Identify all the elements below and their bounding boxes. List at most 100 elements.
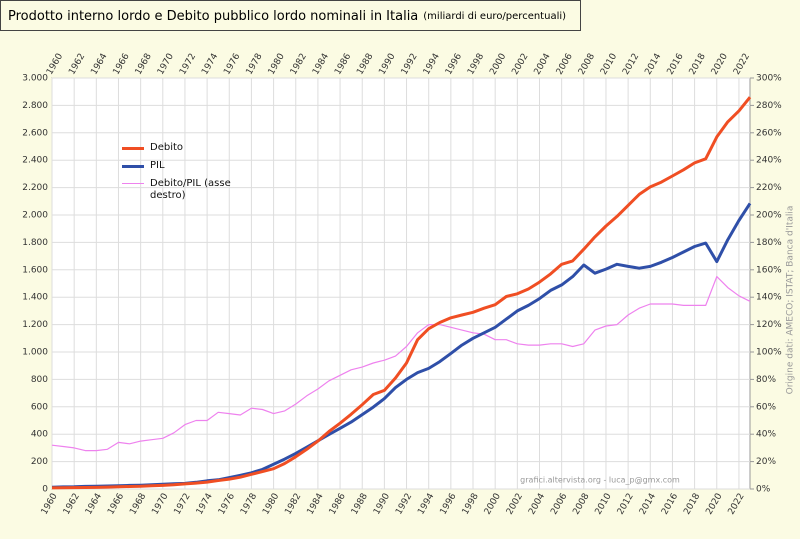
y2-tick-label: 140% xyxy=(756,293,782,303)
y-tick-label: 0 xyxy=(42,485,48,495)
y-tick-label: 2.800 xyxy=(22,101,48,111)
legend-label: Debito xyxy=(150,142,184,153)
x-tick-label-top: 1966 xyxy=(112,52,132,77)
x-tick-label: 2004 xyxy=(527,492,547,517)
legend-swatch xyxy=(122,165,144,168)
x-tick-label: 1976 xyxy=(217,492,237,517)
y2-tick-label: 280% xyxy=(756,101,782,111)
chart-title: Prodotto interno lordo e Debito pubblico… xyxy=(8,9,566,24)
x-tick-label: 1992 xyxy=(394,492,414,517)
legend-swatch xyxy=(122,147,144,150)
x-tick-label: 1964 xyxy=(84,492,104,517)
y-tick-label: 2.000 xyxy=(22,211,48,221)
y-tick-label: 1.200 xyxy=(22,320,48,330)
x-tick-label-top: 2022 xyxy=(732,52,752,77)
y-tick-label: 800 xyxy=(31,375,48,385)
plot-area xyxy=(51,77,751,490)
legend-item: Debito xyxy=(122,142,252,154)
x-tick-label-top: 1984 xyxy=(311,52,331,77)
x-tick-label-top: 1980 xyxy=(267,52,287,77)
x-tick-label: 2000 xyxy=(483,492,503,517)
x-tick-label-top: 1994 xyxy=(422,52,442,77)
y2-tick-label: 60% xyxy=(756,402,776,412)
y2-tick-label: 160% xyxy=(756,265,782,275)
x-tick-label: 2014 xyxy=(638,492,658,517)
source: Origine dati: AMECO; ISTAT; Banca d'Ital… xyxy=(786,206,796,395)
x-tick-label: 1972 xyxy=(173,492,193,517)
y2-tick-label: 20% xyxy=(756,457,776,467)
x-tick-label: 1990 xyxy=(372,492,392,517)
y-tick-label: 1.400 xyxy=(22,293,48,303)
x-tick-label-top: 1962 xyxy=(67,52,87,77)
legend-item: PIL xyxy=(122,160,252,172)
x-tick-label-top: 1982 xyxy=(289,52,309,77)
y-tick-label: 3.000 xyxy=(22,74,48,84)
x-tick-label-top: 2014 xyxy=(643,52,663,77)
series-line xyxy=(51,96,752,490)
x-tick-label-top: 2006 xyxy=(555,52,575,77)
subtitle: (miliardi di euro/percentuali) xyxy=(423,11,566,22)
x-tick-label: 1994 xyxy=(416,492,436,517)
x-tick-label-top: 2012 xyxy=(621,52,641,77)
x-tick-label: 1962 xyxy=(62,492,82,517)
y-tick-label: 1.800 xyxy=(22,238,48,248)
x-tick-label-top: 2002 xyxy=(510,52,530,77)
x-tick-label: 2012 xyxy=(616,492,636,517)
y2-tick-label: 100% xyxy=(756,348,782,358)
y-tick-label: 2.200 xyxy=(22,183,48,193)
x-tick-label: 1996 xyxy=(439,492,459,517)
x-tick-label-top: 2008 xyxy=(577,52,597,77)
x-tick-label: 1986 xyxy=(328,492,348,517)
x-tick-label-top: 1976 xyxy=(222,52,242,77)
y2-tick-label: 120% xyxy=(756,320,782,330)
x-tick-label-top: 1992 xyxy=(400,52,420,77)
x-tick-label-top: 2018 xyxy=(688,52,708,77)
legend-label: Debito/PIL (asse destro) xyxy=(150,178,231,201)
x-tick-label-top: 2004 xyxy=(533,52,553,77)
x-tick-label: 2016 xyxy=(660,492,680,517)
x-tick-label: 2010 xyxy=(594,492,614,517)
y2-tick-label: 180% xyxy=(756,238,782,248)
x-tick-label-top: 1990 xyxy=(377,52,397,77)
y2-tick-label: 220% xyxy=(756,183,782,193)
y-tick-label: 1.600 xyxy=(22,265,48,275)
y-tick-label: 2.400 xyxy=(22,156,48,166)
y2-tick-label: 80% xyxy=(756,375,776,385)
y2-tick-label: 240% xyxy=(756,156,782,166)
x-tick-label: 1982 xyxy=(283,492,303,517)
x-tick-label-top: 1972 xyxy=(178,52,198,77)
x-tick-label-top: 1988 xyxy=(355,52,375,77)
y-tick-label: 2.600 xyxy=(22,128,48,138)
x-tick-label: 1970 xyxy=(150,492,170,517)
x-tick-label-top: 1996 xyxy=(444,52,464,77)
y2-tick-label: 0% xyxy=(756,485,771,495)
x-tick-label: 1968 xyxy=(128,492,148,517)
title-box xyxy=(0,0,581,31)
x-tick-label: 2006 xyxy=(549,492,569,517)
credit: grafici.altervista.org - luca_p@gmx.com xyxy=(520,476,680,485)
x-tick-label-top: 1986 xyxy=(333,52,353,77)
grid xyxy=(51,77,750,490)
x-tick-label: 1960 xyxy=(40,492,60,517)
x-tick-label: 1974 xyxy=(195,492,215,517)
x-tick-label: 2008 xyxy=(571,492,591,517)
x-tick-label-top: 1964 xyxy=(89,52,109,77)
x-tick-label-top: 2010 xyxy=(599,52,619,77)
x-tick-label-top: 2000 xyxy=(488,52,508,77)
x-tick-label: 1998 xyxy=(461,492,481,517)
y2-tick-label: 300% xyxy=(756,74,782,84)
x-tick-label-top: 1960 xyxy=(45,52,65,77)
x-tick-label: 1980 xyxy=(261,492,281,517)
x-tick-label: 1978 xyxy=(239,492,259,517)
y2-tick-label: 40% xyxy=(756,430,776,440)
x-tick-label-top: 1974 xyxy=(200,52,220,77)
legend-label: PIL xyxy=(150,160,165,171)
x-tick-label: 1984 xyxy=(306,492,326,517)
legend: Debito PIL Debito/PIL (asse destro) xyxy=(122,142,252,208)
x-tick-label-top: 1970 xyxy=(156,52,176,77)
x-tick-label-top: 1998 xyxy=(466,52,486,77)
x-tick-label: 1988 xyxy=(350,492,370,517)
y-tick-label: 1.000 xyxy=(22,348,48,358)
